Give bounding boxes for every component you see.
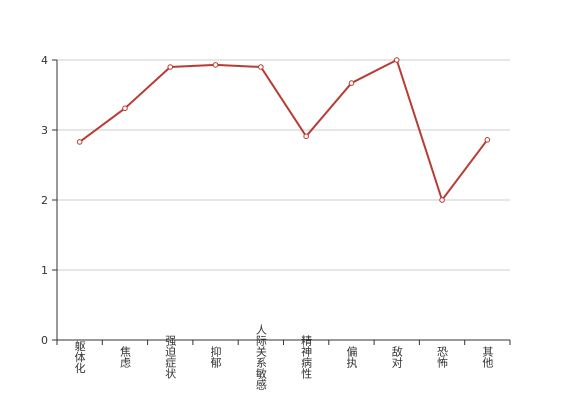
- point: [122, 105, 128, 112]
- point: [439, 197, 445, 203]
- y-tick-label: 1: [41, 264, 48, 277]
- point: [348, 80, 355, 86]
- x-tick-label: 敌对: [390, 345, 403, 368]
- x-tick-label: 强迫症状: [164, 335, 177, 379]
- x-tick-label: 人际关系敏感: [254, 324, 267, 390]
- point: [212, 62, 219, 68]
- x-tick-label: 恐怖: [436, 346, 449, 368]
- x-tick-label: 偏执: [345, 345, 358, 369]
- line: [79, 58, 489, 203]
- point: [76, 139, 83, 145]
- point: [484, 137, 491, 143]
- point: [303, 133, 309, 140]
- x-tick-label: 躯体化: [73, 340, 86, 374]
- x-tick-label: 其他: [481, 346, 494, 368]
- point: [258, 64, 264, 70]
- point: [167, 64, 174, 70]
- y-tick-label: 0: [41, 334, 48, 347]
- point: [393, 57, 400, 63]
- y-tick-label: 2: [41, 194, 48, 207]
- x-tick-label: 精神病性: [300, 335, 313, 380]
- x-tick-label: 抑郁: [209, 345, 222, 368]
- y-tick-label: 3: [41, 124, 48, 137]
- y-tick-label: 4: [41, 54, 48, 67]
- x-tick-label: 焦虑: [118, 346, 131, 368]
